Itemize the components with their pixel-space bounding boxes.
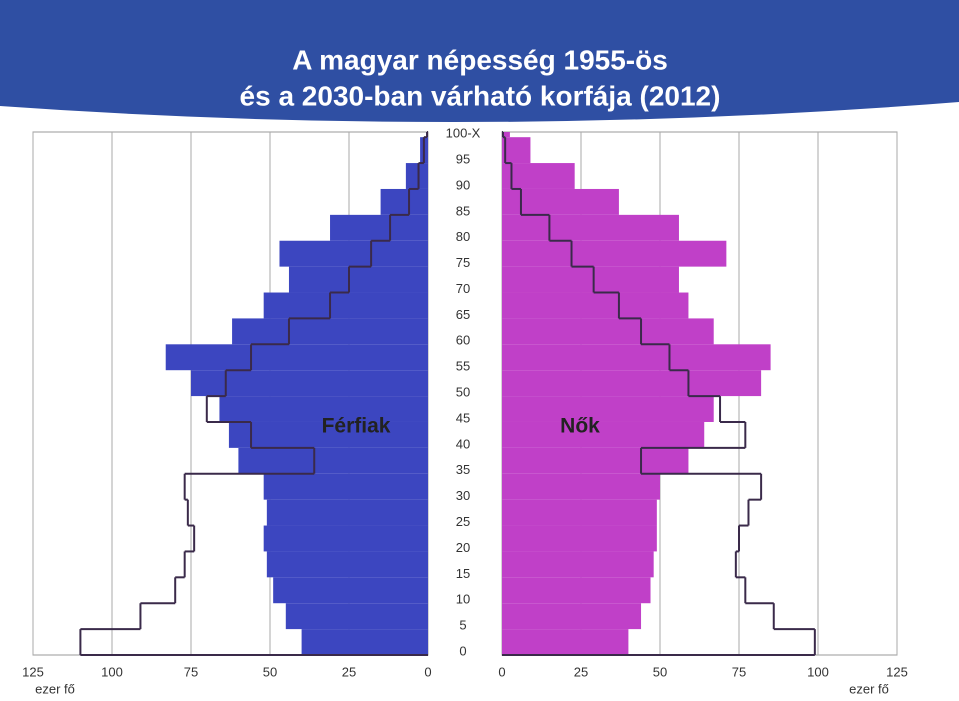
x-tick-label: 25 (574, 664, 588, 679)
bar (266, 499, 428, 526)
age-tick-label: 30 (456, 488, 470, 503)
bar (228, 421, 428, 448)
bar (263, 292, 428, 319)
age-tick-label: 95 (456, 152, 470, 167)
x-tick-label: 100 (101, 664, 123, 679)
age-tick-label: 10 (456, 592, 470, 607)
x-tick-label: 50 (263, 664, 277, 679)
bar (301, 629, 428, 655)
bar (502, 629, 629, 655)
bar (502, 344, 771, 371)
bar (502, 396, 714, 422)
x-tick-label: 125 (886, 664, 908, 679)
x-tick-label: 0 (498, 664, 505, 679)
x-tick-label: 50 (653, 664, 667, 679)
bar (165, 344, 428, 371)
bar (502, 266, 679, 293)
age-tick-label: 45 (456, 410, 470, 425)
bar (219, 396, 428, 422)
age-tick-label: 85 (456, 203, 470, 218)
age-tick-label: 40 (456, 436, 470, 451)
side-label: Férfiak (322, 415, 391, 438)
bar (191, 370, 428, 397)
side-label: Nők (560, 415, 600, 438)
x-tick-label: 75 (732, 664, 746, 679)
x-unit-label: ezer fő (35, 681, 75, 696)
age-tick-label: 50 (456, 385, 470, 400)
age-tick-label: 80 (456, 229, 470, 244)
age-tick-label: 15 (456, 566, 470, 581)
bar (502, 551, 654, 578)
bar (502, 163, 575, 189)
bar (502, 421, 705, 448)
x-tick-label: 100 (807, 664, 829, 679)
age-tick-label: 90 (456, 177, 470, 192)
age-tick-label: 55 (456, 359, 470, 374)
bar (502, 370, 762, 397)
bar (273, 577, 428, 604)
x-tick-label: 75 (184, 664, 198, 679)
x-tick-label: 25 (342, 664, 356, 679)
age-tick-label: 0 (459, 643, 466, 658)
age-tick-label: 20 (456, 540, 470, 555)
age-tick-label: 25 (456, 514, 470, 529)
bar (263, 525, 428, 552)
bar (502, 318, 714, 345)
age-tick-label: 65 (456, 307, 470, 322)
bar (502, 577, 651, 604)
age-tick-label: 60 (456, 333, 470, 348)
bar (502, 188, 619, 215)
bar (502, 447, 689, 474)
age-tick-label: 5 (459, 618, 466, 633)
age-tick-label: 70 (456, 281, 470, 296)
bar (330, 214, 428, 241)
x-tick-label: 0 (424, 664, 431, 679)
title-line: A magyar népesség 1955-ös (292, 44, 668, 75)
bar (288, 266, 428, 293)
bar (238, 447, 428, 474)
bar (502, 132, 510, 138)
bar (502, 473, 660, 500)
bar (266, 551, 428, 578)
bar (502, 603, 642, 630)
age-tick-label: 35 (456, 462, 470, 477)
bar (380, 188, 428, 215)
bar (285, 603, 428, 630)
bar (405, 163, 428, 189)
x-unit-label: ezer fő (849, 681, 889, 696)
bar (502, 525, 657, 552)
bar (502, 499, 657, 526)
header-band (0, 0, 959, 123)
x-tick-label: 125 (22, 664, 44, 679)
bar (279, 240, 428, 267)
bar (502, 292, 689, 319)
bar (502, 240, 727, 267)
title-line: és a 2030-ban várható korfája (2012) (240, 80, 721, 111)
bar (263, 473, 428, 500)
bar (502, 214, 679, 241)
age-tick-label: 100-X (446, 126, 481, 141)
bar (502, 137, 531, 164)
bar (232, 318, 428, 345)
age-tick-label: 75 (456, 255, 470, 270)
